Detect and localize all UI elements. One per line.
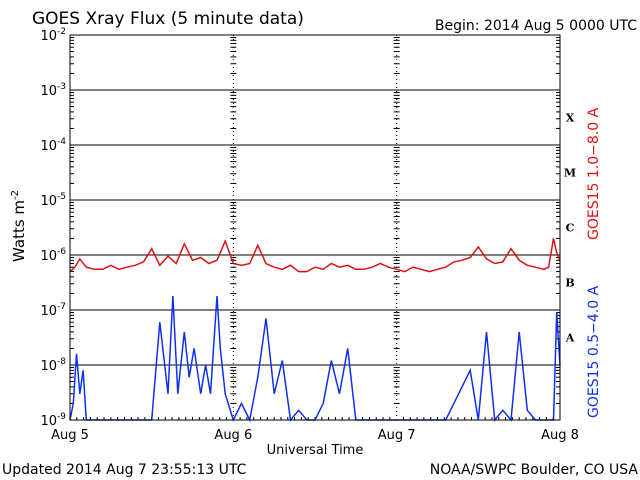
flare-class-label: M [564,167,576,180]
y-tick-label: 10-5 [40,192,66,209]
y-tick-labels: 10-2 10-3 10-4 10-5 10-6 10-7 10-8 10-9 [40,27,66,429]
credit-label: NOAA/SWPC Boulder, CO USA [430,462,639,478]
y-tick-label: 10-2 [40,27,66,44]
x-axis-title: Universal Time [267,443,364,458]
y-axis-title-base: Watts m [10,200,28,262]
legend-entry: GOES15 1.0−8.0 A [586,107,602,240]
legend-label: GOES15 1.0−8.0 A [586,107,602,240]
series-legend: GOES15 1.0−8.0 A GOES15 0.5−4.0 A [586,107,602,418]
series-line-long [69,238,561,273]
flare-class-labels: X M C B A [564,112,576,345]
grid-lines [70,34,560,421]
x-tick-labels: Aug 5 Aug 6 Aug 7 Aug 8 [51,428,579,443]
y-tick-label: 10-9 [40,412,66,429]
series-line-short [69,295,561,423]
x-tick-label: Aug 5 [51,428,89,443]
y-axis-title: Watts m-2 [10,190,28,262]
flare-class-label: X [566,112,575,125]
y-tick-label: 10-3 [40,82,66,99]
y-tick-label: 10-7 [40,302,66,319]
y-tick-label: 10-6 [40,247,66,264]
series-lines [69,238,561,423]
legend-entry: GOES15 0.5−4.0 A [586,285,602,418]
legend-label: GOES15 0.5−4.0 A [586,285,602,418]
x-tick-label: Aug 7 [378,428,416,443]
flare-class-label: B [565,277,574,290]
updated-label: Updated 2014 Aug 7 23:55:13 UTC [2,462,247,478]
y-axis-title-exp: -2 [10,190,21,200]
begin-label: Begin: 2014 Aug 5 0000 UTC [435,18,637,34]
plot-frame [69,34,561,421]
chart-title: GOES Xray Flux (5 minute data) [32,9,304,29]
flare-class-label: C [566,222,575,235]
y-tick-label: 10-8 [40,357,66,374]
x-tick-label: Aug 6 [214,428,252,443]
x-tick-label: Aug 8 [541,428,579,443]
y-tick-label: 10-4 [40,137,66,154]
svg-text:Watts m-2: Watts m-2 [10,190,28,262]
flare-class-label: A [565,332,575,345]
